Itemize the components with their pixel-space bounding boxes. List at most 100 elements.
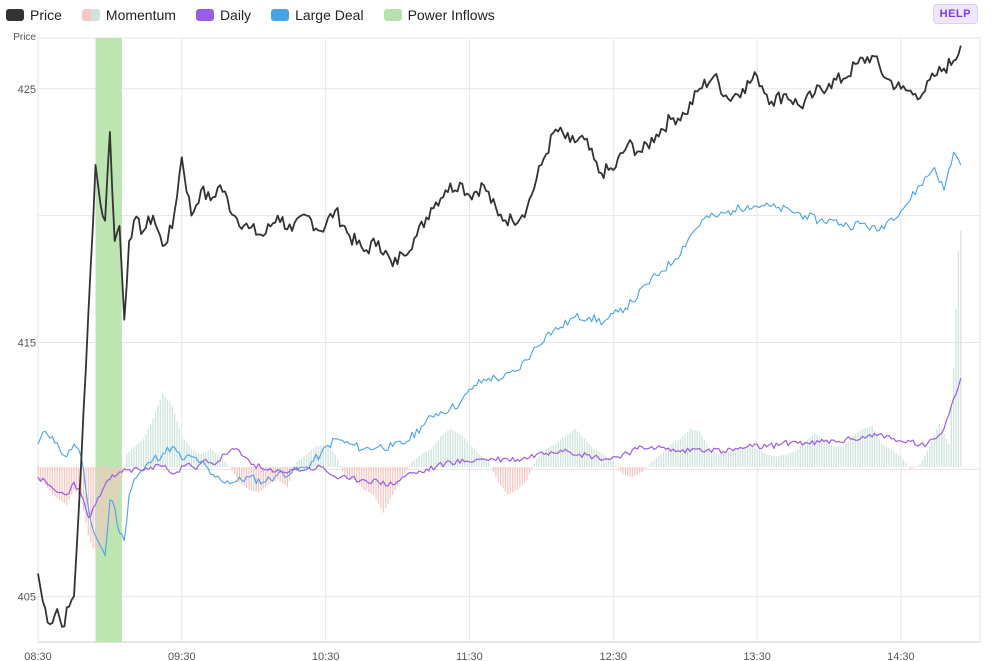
momentum-bar-positive [818,436,821,467]
momentum-bar-positive [869,426,871,467]
legend-label-large-deal: Large Deal [295,7,364,23]
momentum-bar-positive [416,458,418,467]
momentum-bar-negative [236,466,238,479]
momentum-bar-positive [672,442,674,467]
momentum-bar-negative [44,466,46,485]
momentum-bar-positive [768,454,770,467]
momentum-bar-positive [126,454,128,467]
legend-label-power-inflows: Power Inflows [407,7,495,23]
momentum-bar-positive [547,447,550,467]
large-deal-line [37,151,962,557]
momentum-bar-positive [830,444,833,467]
momentum-bar-positive [715,452,718,467]
daily-line [37,377,962,519]
momentum-bar-negative [641,466,643,472]
momentum-bar-positive [871,426,873,467]
momentum-bar-positive [576,431,579,467]
momentum-bar-negative [118,466,121,490]
momentum-bar-positive [960,230,962,467]
momentum-bar-positive [658,456,660,467]
momentum-bar-negative [248,466,250,490]
momentum-bar-positive [938,423,940,467]
momentum-bar-positive [902,459,904,467]
momentum-bar-negative [39,466,42,482]
momentum-bar-negative [75,466,78,493]
momentum-bar-positive [171,405,173,467]
legend-item-power-inflows[interactable]: Power Inflows [383,7,495,23]
momentum-bar-negative [631,466,634,478]
momentum-bar-positive [447,430,449,467]
momentum-bar-positive [720,453,722,467]
momentum-bar-positive [190,449,193,467]
momentum-bar-positive [454,431,456,467]
momentum-bar-positive [478,454,480,467]
legend-item-large-deal[interactable]: Large Deal [271,7,364,23]
momentum-bar-positive [612,461,614,467]
momentum-bar-positive [423,452,425,467]
momentum-bar-positive [646,466,648,468]
legend-item-price[interactable]: Price [6,7,62,23]
chart-grid [37,37,981,643]
momentum-bar-positive [773,456,775,467]
momentum-swatch-icon [81,9,100,21]
momentum-bar-positive [334,454,336,467]
momentum-bar-negative [526,466,528,480]
momentum-bar-positive [308,452,310,467]
momentum-bar-negative [392,466,394,495]
momentum-bar-negative [495,466,497,478]
momentum-bar-positive [933,435,936,467]
momentum-bar-negative [492,466,495,472]
momentum-bar-negative [260,466,262,491]
momentum-bar-negative [617,466,619,469]
momentum-bar-positive [828,442,830,467]
momentum-bar-negative [504,466,507,492]
momentum-bar-positive [840,446,842,467]
momentum-bars [37,230,962,551]
legend-item-daily[interactable]: Daily [195,7,251,23]
momentum-bar-negative [78,466,80,495]
momentum-bar-positive [655,458,658,467]
momentum-bar-negative [639,466,641,474]
momentum-bar-negative [636,466,638,475]
momentum-bar-positive [226,464,229,467]
momentum-bar-positive [852,436,854,467]
momentum-bar-positive [313,448,315,467]
momentum-bar-positive [574,428,576,467]
momentum-bar-positive [140,440,142,467]
momentum-bar-positive [305,454,308,467]
momentum-bar-negative [396,466,399,486]
momentum-bar-positive [562,438,564,467]
momentum-bar-positive [449,428,451,467]
momentum-bar-positive [797,449,799,467]
momentum-bar-positive [490,466,492,468]
momentum-bar-negative [500,466,502,486]
momentum-bar-positive [648,464,650,467]
momentum-bar-positive [543,451,545,467]
momentum-bar-negative [372,466,375,495]
legend-item-momentum[interactable]: Momentum [81,7,176,23]
momentum-bar-positive [919,464,921,467]
momentum-bar-positive [802,444,804,467]
momentum-bar-negative [360,466,363,488]
momentum-bar-positive [929,446,931,467]
momentum-bar-positive [464,438,466,467]
momentum-bar-negative [502,466,504,489]
help-button[interactable]: HELP [932,4,978,24]
power-inflows-band [95,38,122,642]
momentum-bar-positive [147,428,149,467]
momentum-bar-positive [663,451,665,467]
momentum-bar-positive [766,454,768,467]
momentum-bar-positive [456,432,459,467]
momentum-bar-positive [811,435,813,467]
momentum-bar-positive [315,446,317,467]
momentum-bar-negative [353,466,356,480]
momentum-bar-positive [466,441,468,467]
momentum-bar-positive [473,449,475,467]
momentum-bar-positive [164,396,166,467]
momentum-bar-negative [106,466,109,535]
momentum-bar-negative [627,466,629,476]
momentum-bar-positive [550,446,552,467]
momentum-bar-positive [581,436,583,467]
momentum-bar-positive [418,456,420,467]
